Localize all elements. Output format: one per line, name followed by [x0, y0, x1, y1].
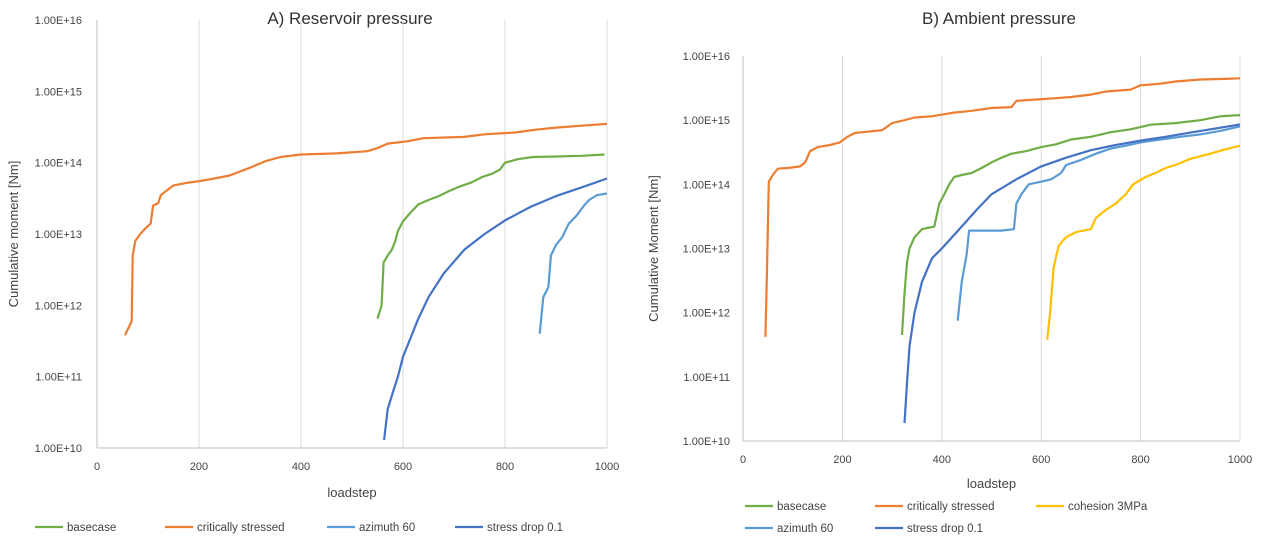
x-tick-label: 0: [94, 461, 100, 473]
y-tick-label: 1.00E+14: [683, 179, 730, 191]
legend-label-azimuth-60: azimuth 60: [359, 522, 415, 534]
y-tick-label: 1.00E+16: [683, 51, 730, 63]
series-line-critically-stressed: [124, 122, 608, 336]
y-tick-label: 1.00E+11: [35, 372, 82, 384]
series-line-stress-drop-0-1: [903, 123, 1241, 424]
legend-label-basecase: basecase: [67, 522, 116, 534]
x-tick-label: 400: [292, 461, 310, 473]
y-tick-label: 1.00E+13: [683, 244, 730, 256]
chart-title: B) Ambient pressure: [922, 9, 1076, 28]
series-line-azimuth-60: [956, 125, 1241, 321]
x-tick-label: 800: [496, 461, 514, 473]
y-tick-label: 1.00E+15: [683, 115, 730, 127]
y-axis-label: Cumulative moment [Nm]: [6, 161, 21, 308]
x-tick-label: 800: [1131, 454, 1149, 466]
y-tick-label: 1.00E+12: [683, 308, 730, 320]
legend-label-basecase: basecase: [777, 501, 826, 513]
legend-label-critically-stressed: critically stressed: [907, 501, 995, 513]
y-tick-label: 1.00E+12: [35, 300, 82, 312]
x-tick-label: 400: [933, 454, 951, 466]
legend-label-azimuth-60: azimuth 60: [777, 523, 833, 535]
y-tick-label: 1.00E+14: [35, 158, 82, 170]
series-line-stress-drop-0-1: [383, 177, 608, 441]
x-tick-label: 200: [833, 454, 851, 466]
chart-b: B) Ambient pressure 0 200 400 600 800 1000 1.00…: [646, 9, 1252, 535]
legend-label-stress-drop-0-1: stress drop 0.1: [487, 522, 563, 534]
series-line-cohesion-3mpa: [1046, 144, 1241, 340]
y-axis-label: Cumulative Moment [Nm]: [646, 175, 661, 322]
x-tick-label: 1000: [595, 461, 619, 473]
chart-a: A) Reservoir pressure 0 200 400 600 800 1000 1.…: [6, 9, 619, 534]
legend-label-critically-stressed: critically stressed: [197, 522, 285, 534]
legend-label-cohesion-3mpa: cohesion 3MPa: [1068, 501, 1148, 513]
series-line-basecase: [376, 153, 605, 320]
x-tick-label: 200: [190, 461, 208, 473]
y-tick-label: 1.00E+11: [683, 372, 730, 384]
y-tick-label: 1.00E+13: [35, 229, 82, 241]
chart-title: A) Reservoir pressure: [267, 9, 432, 28]
x-tick-label: 0: [740, 454, 746, 466]
x-tick-label: 600: [394, 461, 412, 473]
series-line-basecase: [900, 114, 1241, 335]
y-tick-label: 1.00E+15: [35, 86, 82, 98]
y-tick-label: 1.00E+10: [35, 443, 82, 455]
legend-label-stress-drop-0-1: stress drop 0.1: [907, 523, 983, 535]
x-axis-label: loadstep: [967, 476, 1016, 491]
series-line-critically-stressed: [764, 77, 1241, 337]
x-tick-label: 1000: [1228, 454, 1252, 466]
y-tick-label: 1.00E+10: [683, 436, 730, 448]
series-line-azimuth-60: [538, 192, 608, 334]
x-tick-label: 600: [1032, 454, 1050, 466]
y-tick-label: 1.00E+16: [35, 15, 82, 27]
x-axis-label: loadstep: [327, 485, 376, 500]
